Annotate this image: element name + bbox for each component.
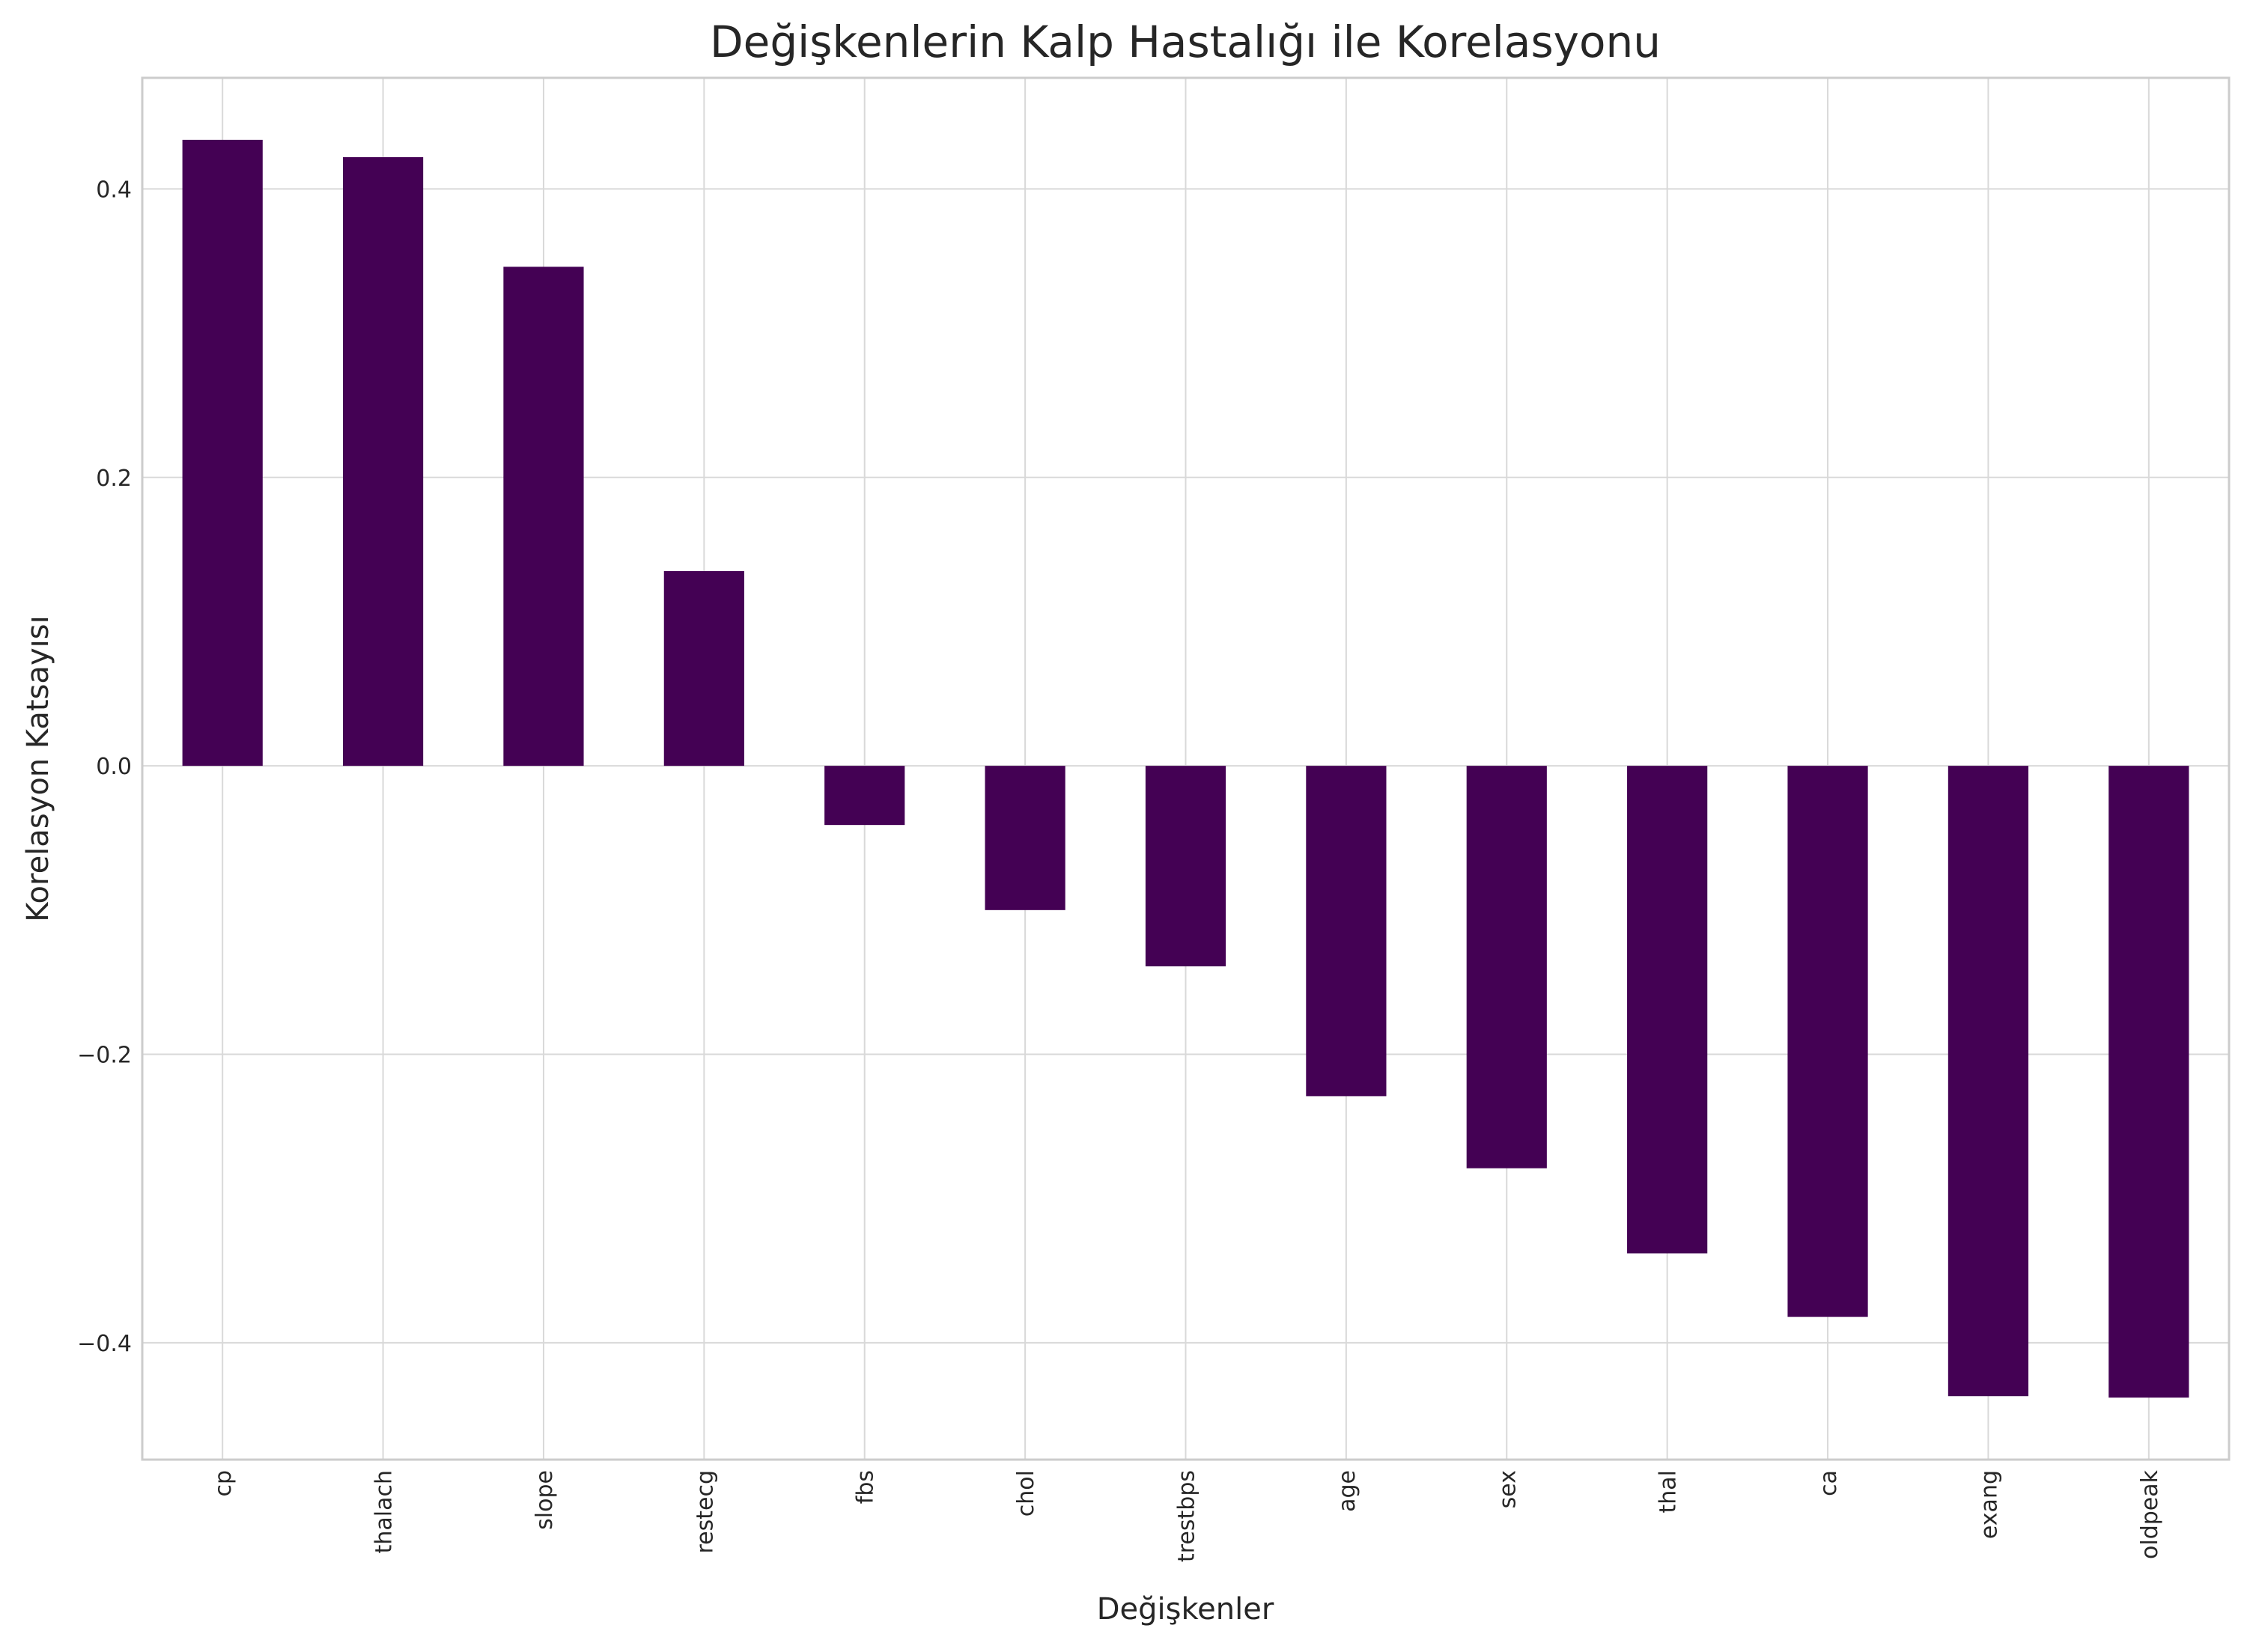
bar-chol: [985, 766, 1065, 910]
bar-slope: [503, 266, 584, 766]
x-tick-label: slope: [532, 1470, 558, 1530]
x-tick-label: oldpeak: [2137, 1469, 2163, 1559]
bar-fbs: [824, 766, 905, 826]
x-tick-label: cp: [210, 1470, 237, 1497]
x-tick-label: sex: [1495, 1470, 1521, 1508]
y-tick-label: 0.4: [96, 177, 132, 203]
x-tick-labels: cp thalach slope restecg fbs chol trestbps age s…: [210, 1469, 2163, 1562]
x-tick-label: thal: [1655, 1470, 1682, 1514]
x-axis-label: Değişkenler: [1097, 1592, 1274, 1627]
x-tick-label: thalach: [371, 1470, 398, 1553]
y-tick-labels: 0.4 0.2 0.0 −0.2 −0.4: [77, 177, 132, 1357]
bar-restecg: [663, 571, 744, 766]
bar-age: [1306, 766, 1387, 1097]
bar-cp: [182, 139, 263, 766]
x-tick-label: ca: [1816, 1470, 1842, 1496]
x-tick-label: fbs: [853, 1470, 879, 1504]
bar-exang: [1948, 766, 2029, 1397]
x-tick-label: restecg: [692, 1470, 718, 1554]
y-axis-label: Korelasyon Katsayısı: [21, 615, 55, 921]
y-tick-label: 0.2: [96, 466, 132, 492]
bar-thal: [1627, 766, 1708, 1254]
y-tick-label: 0.0: [96, 754, 132, 780]
bar-sex: [1466, 766, 1547, 1168]
x-tick-label: age: [1334, 1470, 1360, 1512]
x-tick-label: chol: [1013, 1470, 1039, 1517]
bar-thalach: [342, 156, 424, 766]
y-tick-label: −0.2: [77, 1043, 132, 1069]
x-tick-label: trestbps: [1174, 1470, 1200, 1562]
plot-frame: [141, 76, 2231, 1461]
x-tick-label: exang: [1976, 1470, 2002, 1539]
chart-title: Değişkenlerin Kalp Hastalığı ile Korelas…: [710, 16, 1661, 67]
bar-ca: [1787, 766, 1868, 1317]
bars-layer: [182, 139, 2189, 1398]
y-tick-label: −0.4: [77, 1331, 132, 1357]
bar-oldpeak: [2108, 766, 2189, 1398]
bar-trestbps: [1145, 766, 1226, 966]
